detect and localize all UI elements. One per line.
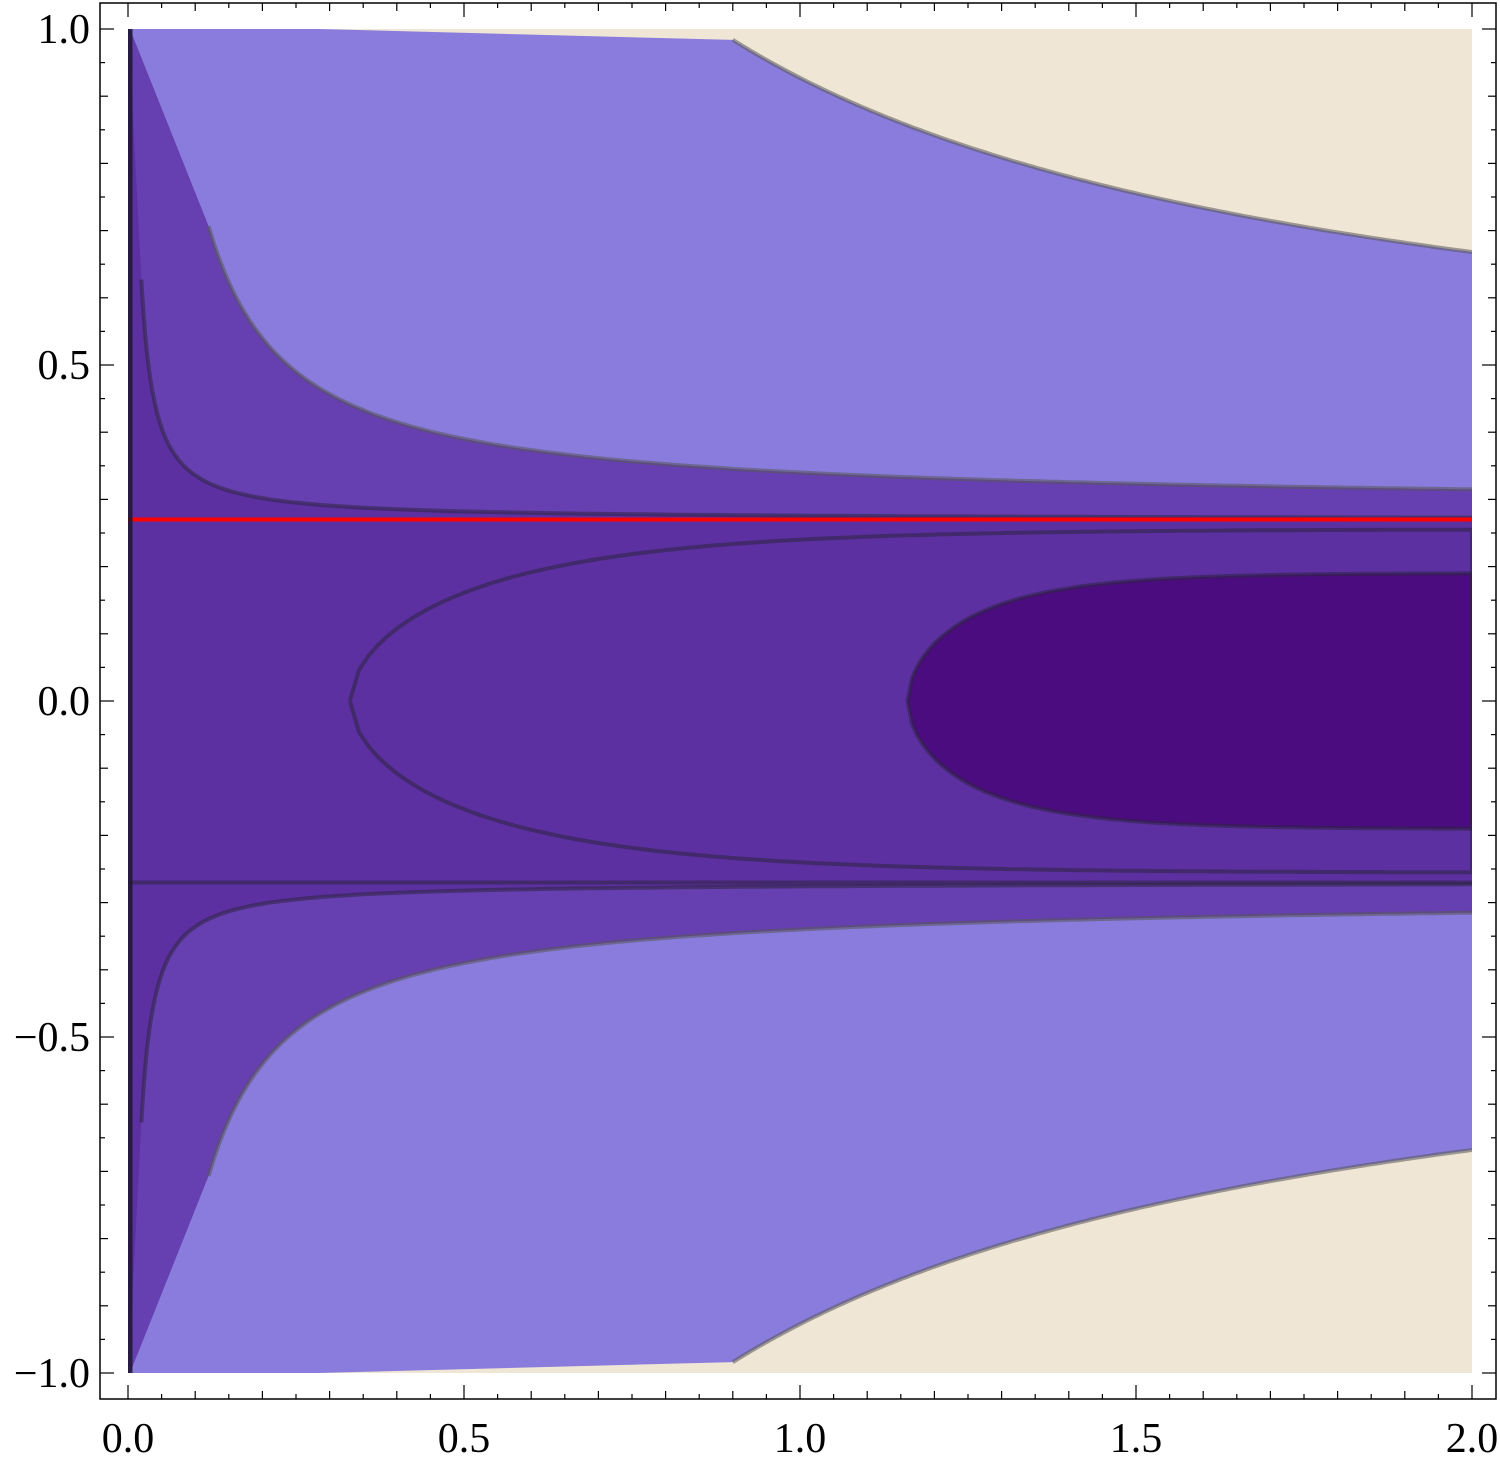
contour-line — [905, 571, 1472, 831]
contour-lines — [128, 38, 1472, 1364]
contour-region-level-5-bottom — [318, 1150, 1472, 1373]
x-tick-label: 0.0 — [102, 1416, 155, 1462]
x-tick-label: 1.5 — [1110, 1416, 1163, 1462]
contour-line — [139, 279, 1472, 520]
y-tick-label: −0.5 — [14, 1015, 90, 1061]
x-axis-tick-labels: 0.0 0.5 1.0 1.5 2.0 — [102, 1416, 1499, 1462]
y-tick-label: 1.0 — [38, 7, 91, 53]
contour-line — [731, 1148, 1472, 1364]
y-tick-label: 0.5 — [38, 343, 91, 389]
contour-region-level-5-top — [318, 29, 1472, 252]
x-tick-label: 2.0 — [1446, 1416, 1499, 1462]
y-axis-tick-labels: −1.0 −0.5 0.0 0.5 1.0 — [14, 7, 90, 1397]
contour-line — [347, 527, 1472, 875]
contour-region-level-1 — [907, 573, 1472, 829]
plot-area — [128, 29, 1472, 1373]
axis-ticks — [100, 3, 1496, 1399]
x-tick-label: 1.0 — [774, 1416, 827, 1462]
x-tick-label: 0.5 — [438, 1416, 491, 1462]
contour-line — [139, 882, 1472, 1123]
y-tick-label: 0.0 — [38, 679, 91, 725]
contour-line — [206, 225, 1472, 492]
contour-line — [206, 910, 1472, 1177]
y-tick-label: −1.0 — [14, 1351, 90, 1397]
contour-line — [731, 38, 1472, 254]
